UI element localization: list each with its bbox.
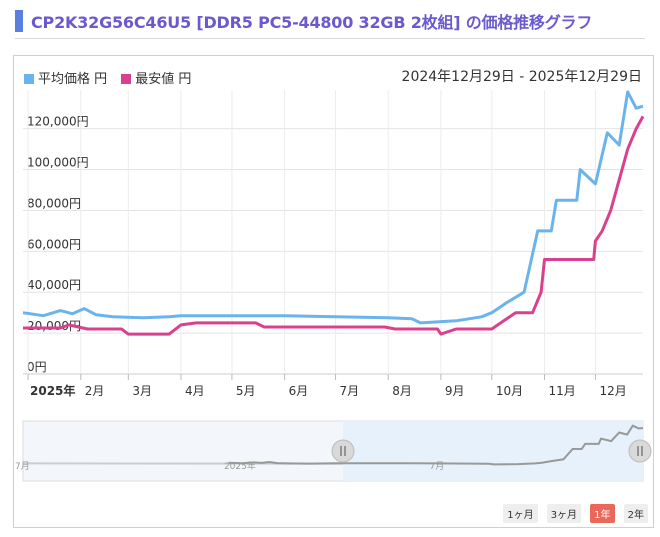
x-tick-label: 11月: [548, 384, 575, 398]
y-tick-label: 20,000円: [27, 319, 81, 333]
chart-legend: 平均価格 円 最安値 円: [24, 68, 201, 87]
x-tick-label: 6月: [289, 384, 309, 398]
y-tick-label: 60,000円: [27, 237, 81, 251]
x-tick-label: 7月: [340, 384, 360, 398]
page-title: CP2K32G56C46U5 [DDR5 PC5-44800 32GB 2枚組]…: [31, 13, 593, 32]
title-bar: CP2K32G56C46U5 [DDR5 PC5-44800 32GB 2枚組]…: [0, 0, 660, 40]
legend-swatch-lowest: [121, 74, 132, 84]
y-tick-label: 80,000円: [27, 196, 81, 210]
x-tick-label: 12月: [599, 384, 626, 398]
legend-label-average: 平均価格 円: [38, 72, 108, 87]
navigator-label: 7月: [15, 461, 30, 472]
y-tick-label: 100,000円: [27, 156, 89, 170]
navigator-left-handle[interactable]: [331, 439, 355, 463]
legend-item-average[interactable]: 平均価格 円: [24, 72, 111, 87]
x-tick-label: 5月: [236, 384, 256, 398]
y-tick-label: 40,000円: [27, 278, 81, 292]
series-line-lowest[interactable]: [23, 115, 645, 336]
range-button-1-year[interactable]: 1年: [590, 504, 615, 523]
range-button-3-months[interactable]: 3ヶ月: [546, 504, 582, 523]
y-tick-label: 120,000円: [27, 115, 89, 129]
range-button-2-years[interactable]: 2年: [623, 504, 648, 523]
title-divider: [15, 38, 645, 39]
legend-item-lowest[interactable]: 最安値 円: [121, 72, 191, 87]
legend-swatch-average: [24, 74, 34, 84]
x-tick-label: 3月: [132, 384, 152, 398]
x-tick-label: 9月: [445, 384, 465, 398]
navigator-selection[interactable]: [343, 421, 643, 481]
x-tick-label: 4月: [185, 384, 205, 398]
legend-label-lowest: 最安値 円: [135, 72, 192, 87]
range-selector: 1ヶ月 3ヶ月 1年 2年: [499, 503, 648, 523]
x-tick-label: 2025年: [30, 383, 75, 398]
navigator-label: 2025年: [224, 460, 256, 472]
y-tick-label: 0円: [27, 360, 47, 374]
x-tick-label: 8月: [392, 384, 412, 398]
date-range-label: 2024年12月29日 - 2025年12月29日: [401, 69, 642, 85]
navigator-series-line: [228, 424, 644, 466]
navigator-label: 7月: [429, 461, 444, 472]
range-button-1-month[interactable]: 1ヶ月: [503, 504, 538, 523]
title-accent-bar: [15, 10, 23, 32]
x-tick-label: 2月: [85, 384, 105, 398]
x-tick-label: 10月: [496, 384, 523, 398]
navigator-right-handle[interactable]: [628, 439, 652, 463]
series-line-average[interactable]: [22, 90, 644, 325]
